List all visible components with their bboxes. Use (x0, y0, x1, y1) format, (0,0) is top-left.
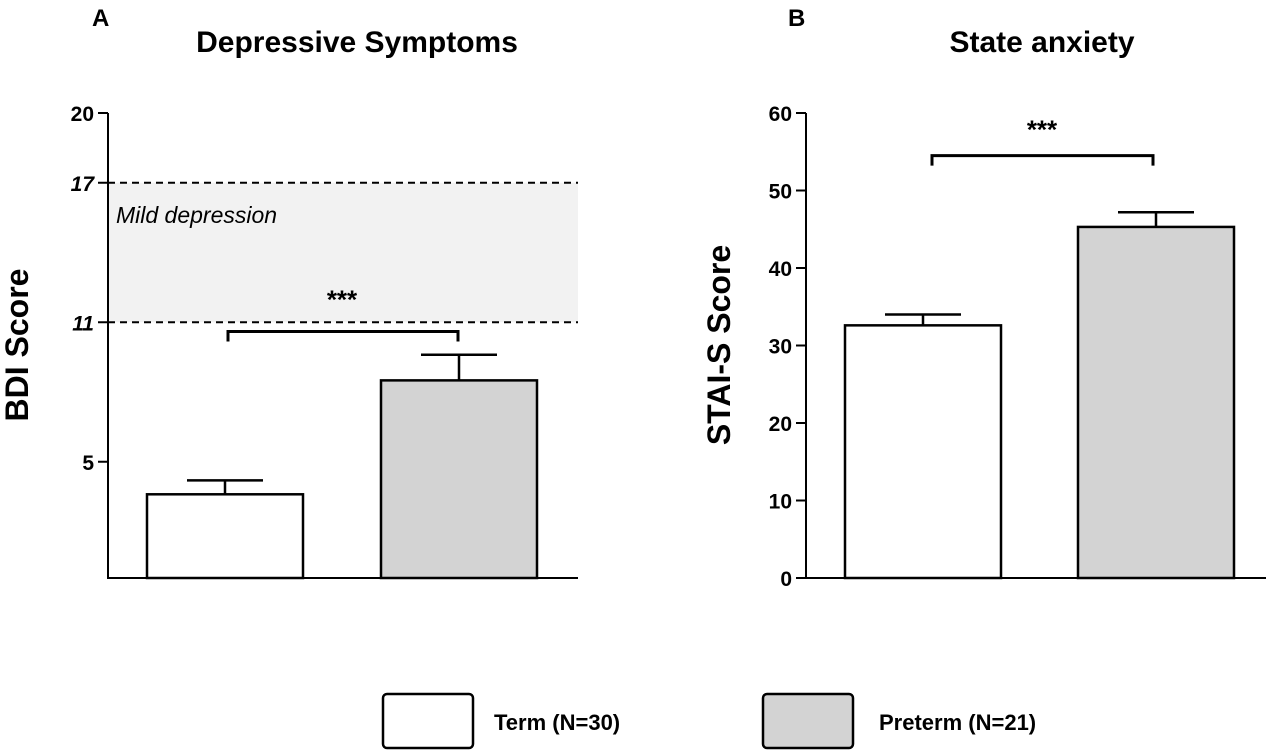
y-tick-label: 20 (769, 413, 792, 436)
error-bar-preterm (421, 353, 497, 381)
y-tick-label: 50 (769, 181, 792, 204)
panel-b-y-axis-label: STAI-S Score (701, 245, 737, 445)
legend-swatch-preterm (761, 692, 855, 750)
y-tick-label: 30 (769, 336, 792, 359)
panel-a-y-ticks: 5 20 11 17 (71, 103, 108, 475)
mild-depression-band (108, 182, 578, 323)
significance-bracket (930, 154, 1155, 166)
bar-term (145, 493, 305, 580)
panel-b-y-ticks: 0 10 20 30 40 50 60 (769, 103, 806, 591)
bar-preterm (379, 379, 539, 580)
y-tick-label: 11 (72, 312, 94, 335)
panel-a: A Depressive Symptoms BDI Score Mild dep… (0, 5, 578, 580)
y-tick-label: 40 (769, 258, 792, 281)
significance-bracket (226, 330, 460, 342)
legend-label-term: Term (N=30) (494, 710, 620, 735)
y-tick-label: 20 (71, 103, 94, 126)
significance-label: *** (1027, 115, 1058, 145)
panel-a-label: A (92, 5, 109, 32)
y-tick-label: 17 (71, 173, 96, 196)
mild-depression-label: Mild depression (116, 202, 277, 228)
y-tick-label: 10 (769, 491, 792, 514)
panel-b-label: B (788, 5, 805, 32)
y-tick-label: 0 (780, 568, 792, 591)
error-bar-term (187, 479, 263, 495)
legend: Term (N=30) Preterm (N=21) (381, 692, 1036, 750)
y-tick-label: 5 (82, 452, 94, 475)
panel-a-y-axis-label: BDI Score (0, 269, 35, 422)
bar-term (843, 324, 1003, 580)
legend-label-preterm: Preterm (N=21) (879, 710, 1036, 735)
error-bar-term (885, 313, 961, 326)
y-tick-label: 60 (769, 103, 792, 126)
legend-swatch-term (381, 692, 475, 750)
panel-b: B State anxiety STAI-S Score 0 10 20 30 40 50… (701, 5, 1266, 591)
bar-preterm (1076, 225, 1236, 580)
error-bar-preterm (1118, 210, 1194, 227)
significance-label: *** (327, 284, 358, 314)
panel-a-title: Depressive Symptoms (196, 26, 518, 59)
panel-b-title: State anxiety (949, 26, 1134, 59)
